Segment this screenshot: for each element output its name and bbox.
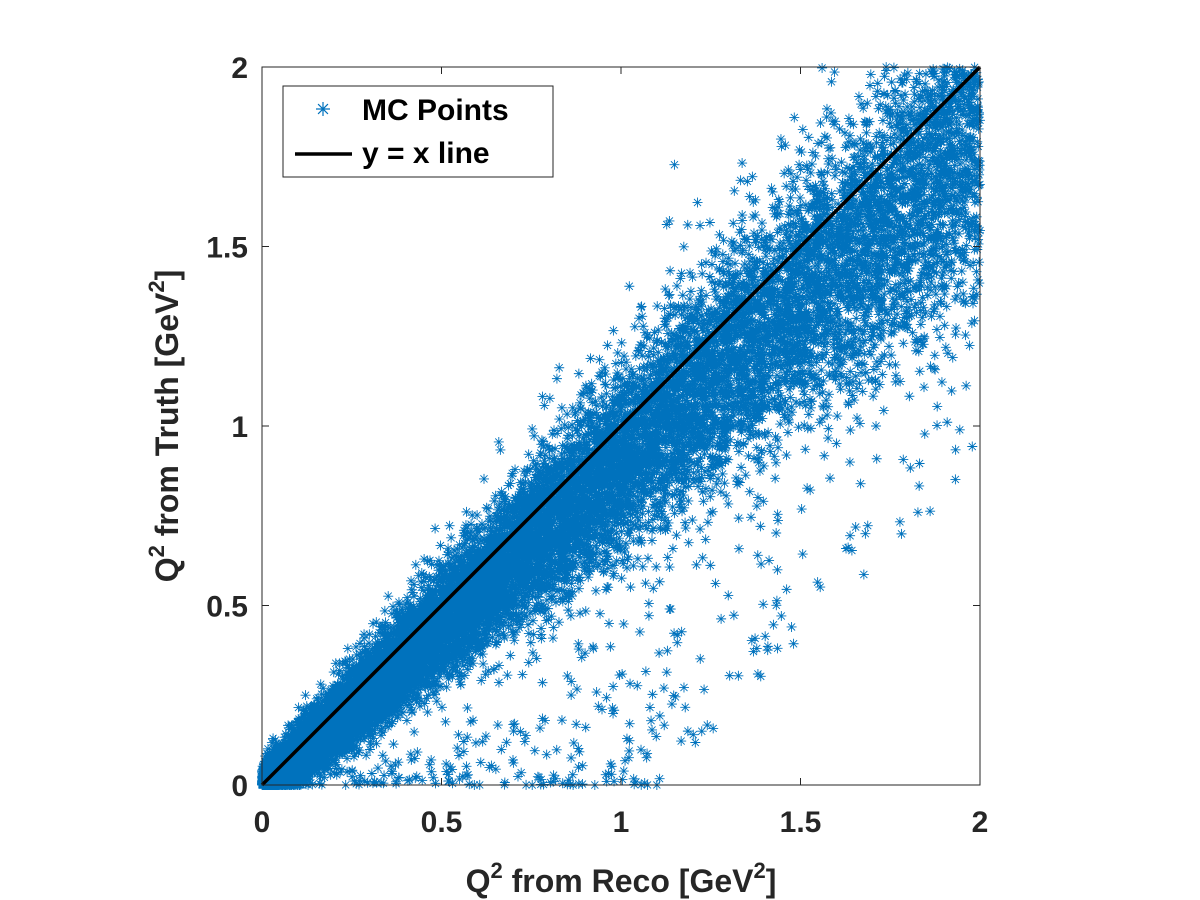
y-tick-label: 0.5	[206, 591, 248, 624]
y-tick-label: 2	[231, 52, 248, 85]
y-axis-label: Q2 from Truth [GeV2]	[144, 270, 185, 583]
x-tick-label: 0	[254, 806, 271, 839]
x-axis-label: Q2 from Reco [GeV2]	[466, 858, 777, 899]
y-tick-label: 1.5	[206, 232, 248, 265]
legend-entry-mc-points: MC Points	[362, 94, 509, 127]
legend-asterisk-icon	[316, 102, 330, 116]
legend: MC Points y = x line	[282, 85, 554, 178]
legend-box	[282, 85, 554, 178]
x-tick-label: 1.5	[780, 806, 822, 839]
x-tick-labels: 0 0.5 1 1.5 2	[254, 806, 989, 839]
axis-ticks	[261, 66, 981, 786]
y-equals-x-line	[260, 65, 982, 787]
legend-asterisk	[316, 102, 330, 116]
x-tick-label: 2	[972, 806, 989, 839]
y-tick-label: 1	[231, 411, 248, 444]
legend-entry-yx-line: y = x line	[362, 137, 490, 170]
y-tick-label: 0	[231, 770, 248, 803]
x-tick-label: 0.5	[421, 806, 463, 839]
y-tick-labels: 0 0.5 1 1.5 2	[206, 52, 248, 803]
x-tick-label: 1	[613, 806, 630, 839]
